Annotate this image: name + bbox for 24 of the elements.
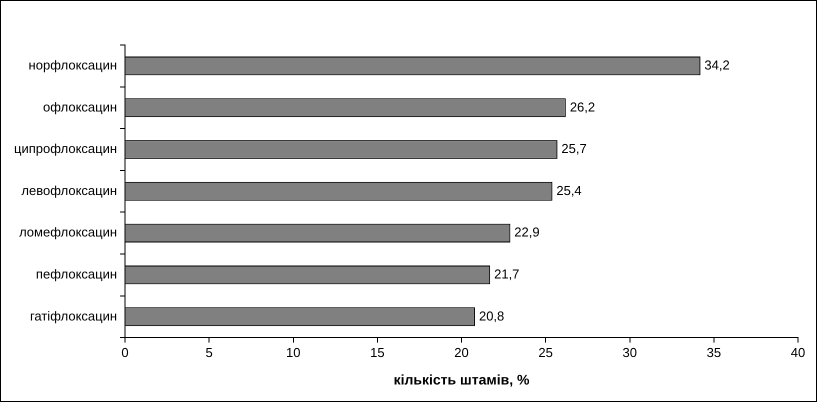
x-tick-label: 25 xyxy=(538,344,553,360)
y-tick-label: ломефлоксацин xyxy=(19,224,118,240)
data-label: 20,8 xyxy=(478,308,504,324)
y-tick-label: норфлоксацин xyxy=(28,57,118,72)
y-tick-label: офлоксацин xyxy=(42,99,118,114)
data-label: 26,2 xyxy=(570,99,596,114)
x-tick-label: 20 xyxy=(454,344,469,360)
x-tick-label: 30 xyxy=(622,344,637,360)
y-tick-label: гатіфлоксацин xyxy=(30,308,118,324)
x-tick-label: 10 xyxy=(286,344,301,360)
y-tick-label: левофлоксацин xyxy=(21,182,118,198)
x-tick-label: 5 xyxy=(206,344,213,360)
x-tick-label: 15 xyxy=(370,344,385,360)
x-axis-title: кількість штамів, % xyxy=(394,371,530,388)
data-label: 34,2 xyxy=(704,57,730,72)
x-tick-label: 0 xyxy=(121,344,129,360)
x-tick-label: 40 xyxy=(790,344,806,360)
data-label: 21,7 xyxy=(494,266,520,282)
y-tick-label: ципрофлоксацин xyxy=(14,141,118,156)
data-label: 22,9 xyxy=(514,224,540,240)
data-label: 25,7 xyxy=(561,141,587,156)
x-tick-label: 35 xyxy=(706,344,722,360)
data-label: 25,4 xyxy=(556,182,582,198)
y-tick-label: пефлоксацин xyxy=(36,266,118,282)
